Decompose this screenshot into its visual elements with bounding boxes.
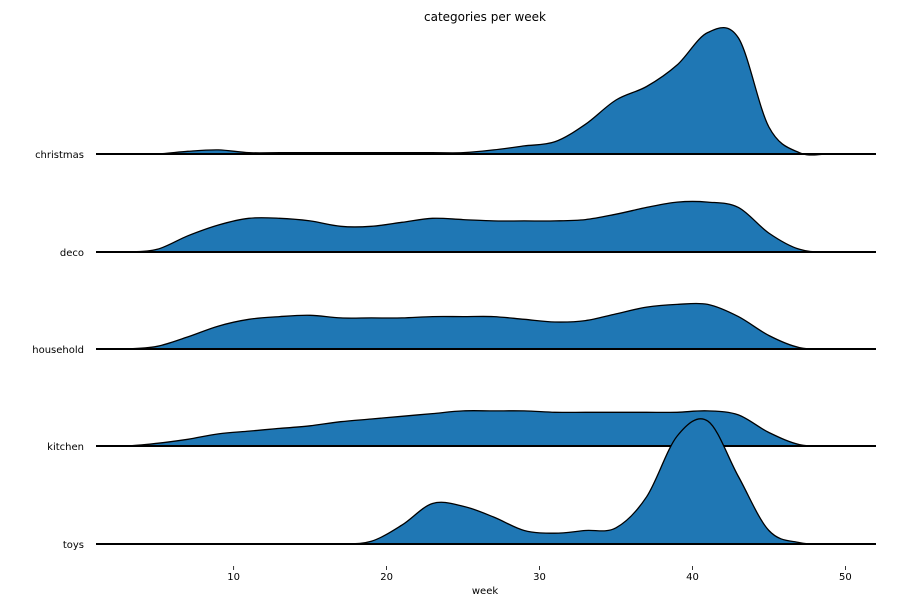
ridge-deco: deco (60, 200, 877, 259)
ridge-label-household: household (32, 345, 84, 356)
ridge-area-deco (95, 200, 877, 253)
x-tick-label-50: 50 (839, 572, 852, 583)
ridge-household: household (32, 302, 877, 356)
ridge-area-kitchen (95, 410, 877, 447)
x-axis-label: week (472, 586, 498, 597)
ridges: christmas deco household kitchen toys (32, 26, 877, 551)
ridge-kitchen: kitchen (47, 410, 877, 453)
ridge-label-christmas: christmas (35, 150, 84, 161)
x-axis: 10 20 30 40 50 (227, 566, 852, 583)
x-tick-label-40: 40 (686, 572, 699, 583)
ridge-label-deco: deco (60, 248, 84, 259)
ridge-area-household (95, 302, 877, 350)
ridge-label-kitchen: kitchen (47, 442, 84, 453)
chart-title: categories per week (424, 10, 546, 24)
ridge-toys: toys (63, 418, 877, 551)
x-tick-label-30: 30 (533, 572, 546, 583)
x-tick-label-10: 10 (227, 572, 240, 583)
x-tick-label-20: 20 (380, 572, 393, 583)
ridge-label-toys: toys (63, 540, 84, 551)
ridge-area-christmas (95, 26, 877, 156)
ridge-christmas: christmas (35, 26, 877, 161)
